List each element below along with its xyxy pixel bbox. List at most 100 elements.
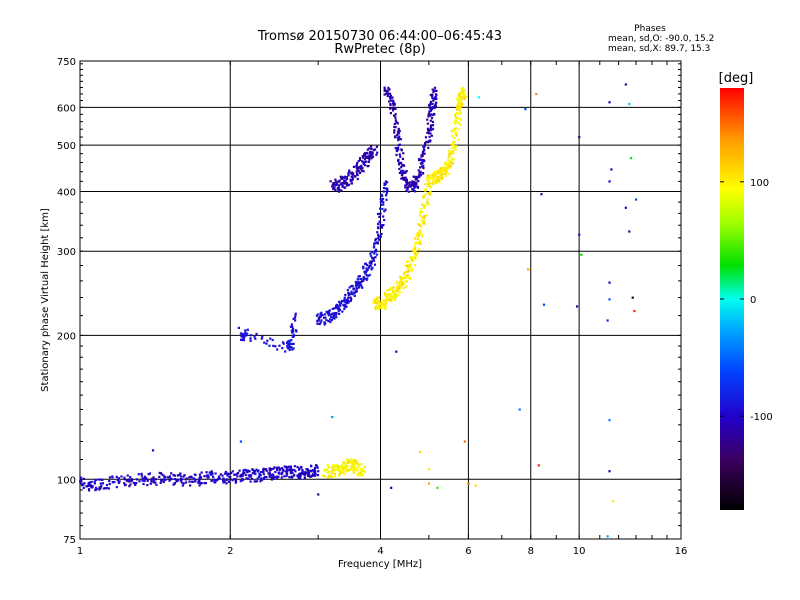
data-point [428,106,432,109]
data-point [231,479,234,482]
data-point [162,480,165,484]
data-point [180,481,184,484]
data-point [439,169,442,172]
data-point [125,479,129,482]
data-point [463,440,466,443]
data-point [363,470,367,474]
data-point [397,148,400,151]
data-point [372,148,376,152]
data-point [284,350,287,353]
data-point [245,477,248,480]
data-point [418,230,421,233]
data-point [332,314,336,318]
data-point [203,482,206,485]
data-point [421,203,424,206]
data-point [379,306,382,310]
data-point [356,161,359,165]
data-point [389,94,393,97]
data-point [159,472,163,475]
data-point [463,89,466,92]
data-point [434,172,438,175]
data-point [270,478,274,481]
data-point [459,99,462,102]
data-point [206,476,209,479]
data-point [397,130,400,133]
data-point [398,282,401,285]
data-point [356,282,359,285]
data-point [413,245,416,249]
data-point [305,468,308,471]
data-point [243,332,247,335]
data-point [222,478,225,481]
data-point [373,263,377,266]
data-point [340,177,343,180]
data-point [404,264,407,267]
data-point [348,169,351,172]
data-point [400,170,403,173]
data-point [299,465,303,469]
data-point [192,477,195,480]
data-point [298,468,301,471]
chart-subtitle: RwPretec (8p) [334,42,425,57]
data-point [330,318,333,322]
data-point [460,104,464,108]
data-point [428,103,432,107]
data-point [250,477,253,480]
data-point [225,472,228,475]
data-point [341,471,344,474]
data-point [291,331,294,334]
data-point [275,468,279,472]
data-point [633,309,636,313]
data-point [424,188,427,191]
data-point [376,303,379,306]
x-tick-label: 4 [377,546,383,557]
data-point [430,181,433,185]
data-point [350,290,353,293]
data-point [448,172,451,176]
data-point [422,148,426,151]
data-point [361,286,364,289]
data-point [537,464,540,467]
data-point [354,175,357,178]
data-point [362,161,365,164]
data-point [284,465,287,468]
data-point [449,159,452,162]
data-point [432,177,435,181]
data-point [400,166,403,169]
data-point [286,466,289,469]
data-point [241,478,245,481]
data-point [199,482,202,485]
data-point [141,477,144,480]
data-point [352,467,355,470]
data-point [395,120,398,123]
data-point [402,282,405,285]
data-point [396,131,400,134]
data-point [427,202,430,205]
data-point [400,277,404,281]
data-point [127,480,130,483]
data-point [460,93,463,96]
data-point [418,240,421,243]
data-point [393,294,396,297]
data-point [423,152,426,155]
data-point [294,319,297,322]
data-point [365,151,369,154]
data-point [356,177,359,181]
data-point [367,164,370,168]
data-point [375,145,379,148]
data-point [366,277,369,280]
data-point [164,478,167,482]
data-point [435,181,438,184]
data-point [344,304,347,307]
data-point [334,468,338,471]
data-point [204,481,207,485]
data-point [422,195,425,198]
data-point [268,472,271,475]
data-point [410,269,413,272]
data-point [401,157,405,160]
data-point [98,478,101,481]
data-point [421,172,425,175]
data-point [449,152,452,155]
data-point [382,215,385,218]
data-point [447,159,450,162]
